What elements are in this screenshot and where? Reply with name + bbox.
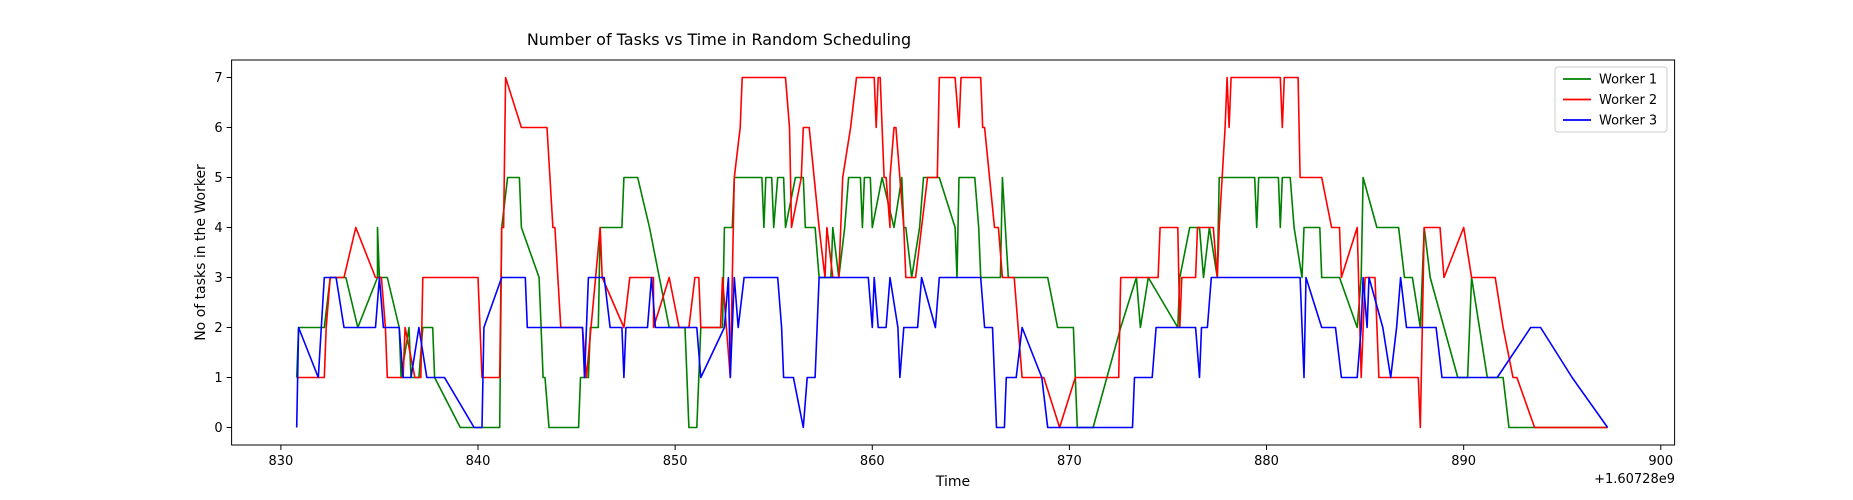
y-axis-label: No of tasks in the Worker bbox=[193, 164, 209, 341]
x-axis-offset-label: +1.60728e9 bbox=[1594, 472, 1675, 487]
x-tick-label: 830 bbox=[268, 454, 293, 469]
chart-title: Number of Tasks vs Time in Random Schedu… bbox=[527, 30, 911, 49]
legend: Worker 1 Worker 2 Worker 3 bbox=[1554, 66, 1668, 133]
legend-label: Worker 1 bbox=[1599, 73, 1657, 88]
y-tick-label: 1 bbox=[214, 371, 222, 386]
x-axis-label: Time bbox=[935, 474, 970, 490]
y-tick-label: 5 bbox=[214, 171, 222, 186]
series-line-worker-1 bbox=[295, 176, 1608, 429]
series-line-worker-3 bbox=[295, 276, 1609, 429]
x-tick-label: 850 bbox=[663, 454, 688, 469]
x-tick-label: 900 bbox=[1648, 454, 1673, 469]
legend-box bbox=[1554, 66, 1668, 133]
y-tick-label: 7 bbox=[214, 71, 222, 86]
y-tick-label: 2 bbox=[214, 321, 222, 336]
x-tick-label: 890 bbox=[1451, 454, 1476, 469]
y-tick-label: 6 bbox=[214, 121, 222, 136]
x-tick-label: 870 bbox=[1057, 454, 1082, 469]
y-tick-label: 0 bbox=[214, 421, 222, 436]
y-tick-label: 3 bbox=[214, 271, 222, 286]
x-tick-label: 840 bbox=[466, 454, 491, 469]
x-tick-label: 880 bbox=[1254, 454, 1279, 469]
plot-area-frame bbox=[231, 59, 1676, 446]
series-line-worker-2 bbox=[296, 76, 1608, 429]
legend-label: Worker 3 bbox=[1599, 114, 1657, 129]
legend-label: Worker 2 bbox=[1599, 93, 1657, 108]
y-tick-label: 4 bbox=[214, 221, 222, 236]
x-tick-label: 860 bbox=[860, 454, 885, 469]
